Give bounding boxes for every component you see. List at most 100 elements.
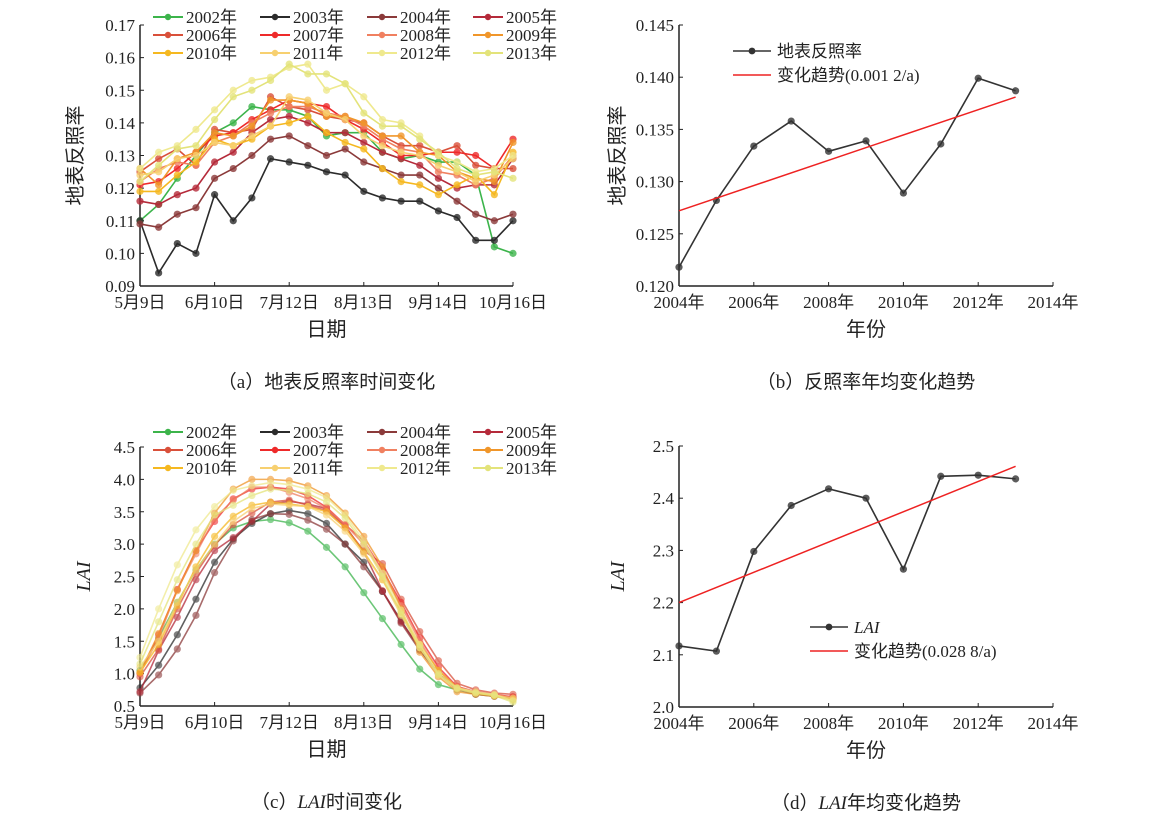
legend-swatch-marker xyxy=(378,31,386,39)
data-point xyxy=(285,119,293,127)
legend-item: 2005年 xyxy=(473,8,557,27)
data-point xyxy=(285,60,293,68)
data-point xyxy=(974,74,982,82)
data-point xyxy=(229,148,237,156)
legend-label: 2007年 xyxy=(293,441,344,460)
data-point xyxy=(1012,475,1020,483)
data-point xyxy=(416,151,424,160)
legend-swatch-marker xyxy=(378,49,386,57)
data-point xyxy=(285,158,293,166)
legend-item: 2012年 xyxy=(367,44,451,63)
data-point xyxy=(173,171,181,179)
legend-label: 2011年 xyxy=(293,459,343,478)
data-point xyxy=(378,116,387,124)
data-point xyxy=(192,151,200,160)
data-point xyxy=(360,138,368,147)
data-point xyxy=(360,145,368,153)
data-point xyxy=(229,512,237,520)
y-tick-label: 2.3 xyxy=(653,541,674,560)
data-point xyxy=(248,491,256,500)
data-point xyxy=(173,613,181,621)
legend-swatch-marker xyxy=(164,13,172,21)
legend-swatch-marker xyxy=(164,464,172,472)
legend-swatch-marker xyxy=(164,49,172,57)
data-point xyxy=(229,119,237,127)
data-point xyxy=(341,563,349,571)
caption-prefix: （c） xyxy=(251,791,297,813)
data-point xyxy=(229,132,237,140)
data-point xyxy=(397,178,405,186)
legend-swatch-marker xyxy=(271,13,279,21)
x-tick-label: 2014年 xyxy=(1028,293,1079,312)
data-point xyxy=(136,197,144,205)
data-point xyxy=(341,514,349,522)
data-point xyxy=(341,540,349,548)
data-point xyxy=(173,631,181,639)
series-line xyxy=(139,486,514,698)
data-point xyxy=(416,135,424,143)
data-point xyxy=(229,93,237,101)
data-point xyxy=(825,485,833,493)
data-point xyxy=(360,563,368,571)
data-point xyxy=(173,145,181,153)
data-point xyxy=(304,502,312,511)
data-point xyxy=(248,517,256,526)
data-point xyxy=(787,117,795,125)
legend-item: 2004年 xyxy=(367,423,451,442)
legend-swatch-marker xyxy=(484,13,492,21)
data-point xyxy=(248,151,256,160)
series-2002年 xyxy=(136,102,517,257)
data-point xyxy=(285,112,293,120)
legend-trend-label: 变化趋势(0.028 8/a) xyxy=(854,642,997,661)
x-tick-label: 6月10日 xyxy=(185,293,245,312)
data-point xyxy=(341,116,349,124)
data-point xyxy=(173,155,181,163)
legend-label: 2013年 xyxy=(506,44,557,63)
series-line xyxy=(139,509,514,700)
data-point xyxy=(360,589,368,597)
data-point xyxy=(304,516,312,524)
data-point xyxy=(509,174,517,182)
data-point xyxy=(211,532,219,540)
data-point xyxy=(453,148,461,156)
data-point xyxy=(173,645,181,653)
data-point xyxy=(378,614,387,623)
data-point xyxy=(378,164,387,173)
data-point xyxy=(341,138,349,147)
data-point xyxy=(192,566,200,574)
data-point xyxy=(397,610,405,618)
data-point xyxy=(266,135,275,143)
data-point xyxy=(285,102,293,111)
data-point xyxy=(304,70,312,78)
data-point xyxy=(397,122,405,130)
legend-label: LAI xyxy=(853,618,881,637)
data-point xyxy=(136,220,144,228)
legend-item: 2008年 xyxy=(367,26,451,45)
data-point xyxy=(285,519,293,527)
caption: （b）反照率年均变化趋势 xyxy=(757,371,976,393)
data-point xyxy=(509,138,517,147)
trend-line xyxy=(678,465,1016,604)
y-tick-label: 0.130 xyxy=(636,173,674,192)
data-point xyxy=(472,151,480,160)
data-point xyxy=(192,540,200,548)
data-point xyxy=(675,642,683,650)
data-point xyxy=(862,494,870,502)
data-point xyxy=(378,142,387,150)
data-point xyxy=(211,558,219,566)
trend-line xyxy=(678,96,1016,212)
data-point xyxy=(285,93,293,101)
x-tick-label: 2006年 xyxy=(728,293,779,312)
data-point xyxy=(155,155,163,163)
data-point xyxy=(360,109,368,117)
data-point xyxy=(322,109,331,117)
data-point xyxy=(434,207,442,215)
legend-swatch-marker xyxy=(271,428,279,436)
y-tick-label: 2.0 xyxy=(114,600,135,619)
data-point xyxy=(453,142,461,150)
y-tick-label: 0.14 xyxy=(105,114,135,133)
data-point xyxy=(229,501,237,509)
data-point xyxy=(490,243,498,251)
x-tick-label: 5月9日 xyxy=(115,713,166,732)
data-point xyxy=(509,249,517,257)
